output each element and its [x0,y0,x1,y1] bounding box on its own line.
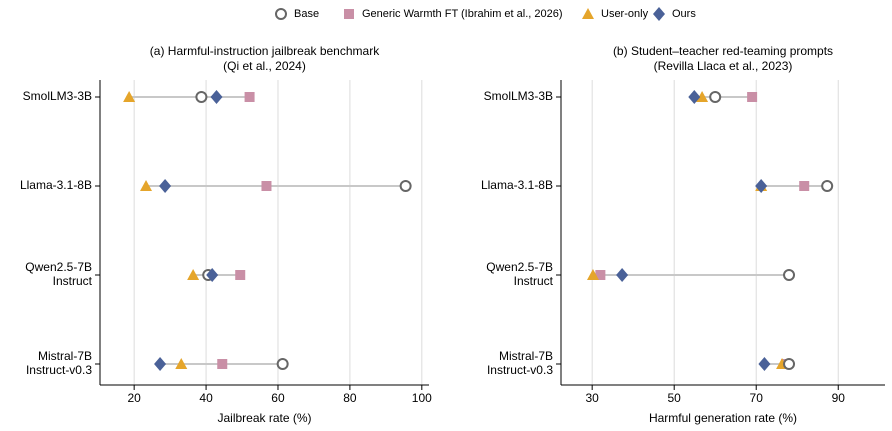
data-point [688,90,701,104]
x-tick-label: 100 [412,391,432,405]
data-point [244,92,255,102]
panel-title: (b) Student–teacher red-teaming prompts [613,44,833,58]
legend-marker [582,8,594,19]
y-tick-label: SmolLM3-3B [484,89,553,103]
x-tick-label: 40 [199,391,213,405]
data-point [140,180,153,191]
data-point [755,179,768,193]
data-point [206,268,219,282]
legend-label: User-only [601,8,649,20]
data-point [696,91,709,102]
x-tick-label: 80 [343,391,357,405]
data-point [586,269,599,280]
x-tick-label: 20 [127,391,141,405]
panel-title: (a) Harmful-instruction jailbreak benchm… [150,44,380,58]
data-point [235,270,246,280]
data-point [210,90,223,104]
data-point [821,180,834,192]
x-axis-label: Jailbreak rate (%) [217,411,311,425]
x-axis-label: Harmful generation rate (%) [649,411,797,425]
data-point [747,92,758,102]
x-tick-label: 60 [271,391,285,405]
data-point [123,91,136,102]
data-point [399,180,412,192]
legend-marker [275,8,287,20]
legend-label: Ours [672,8,696,20]
x-tick-label: 90 [832,391,846,405]
data-point [187,269,200,280]
data-point [783,358,796,370]
data-point [616,268,629,282]
legend-marker [344,9,354,19]
y-tick-label: Mistral-7B Instruct-v0.3 [487,349,553,377]
legend-marker [653,7,665,21]
x-tick-label: 50 [668,391,682,405]
data-point [261,181,272,191]
panel-subtitle: (Qi et al., 2024) [223,59,306,73]
y-tick-label: Llama-3.1-8B [20,178,92,192]
data-point [758,357,771,371]
y-tick-label: Qwen2.5-7B Instruct [486,260,553,288]
data-point [217,359,228,369]
x-tick-label: 70 [750,391,764,405]
y-tick-label: Qwen2.5-7B Instruct [25,260,92,288]
y-tick-label: Llama-3.1-8B [481,178,553,192]
data-point [276,358,289,370]
panel-subtitle: (Revilla Llaca et al., 2023) [654,59,793,73]
legend-label: Generic Warmth FT (Ibrahim et al., 2026) [362,8,563,20]
data-point [154,357,167,371]
data-point [799,181,810,191]
data-point [783,269,796,281]
data-point [709,91,722,103]
y-tick-label: SmolLM3-3B [23,89,92,103]
data-point [595,270,606,280]
x-tick-label: 30 [585,391,599,405]
legend-label: Base [294,8,319,20]
data-point [195,91,208,103]
data-point [175,358,188,369]
data-point [159,179,172,193]
y-tick-label: Mistral-7B Instruct-v0.3 [26,349,92,377]
